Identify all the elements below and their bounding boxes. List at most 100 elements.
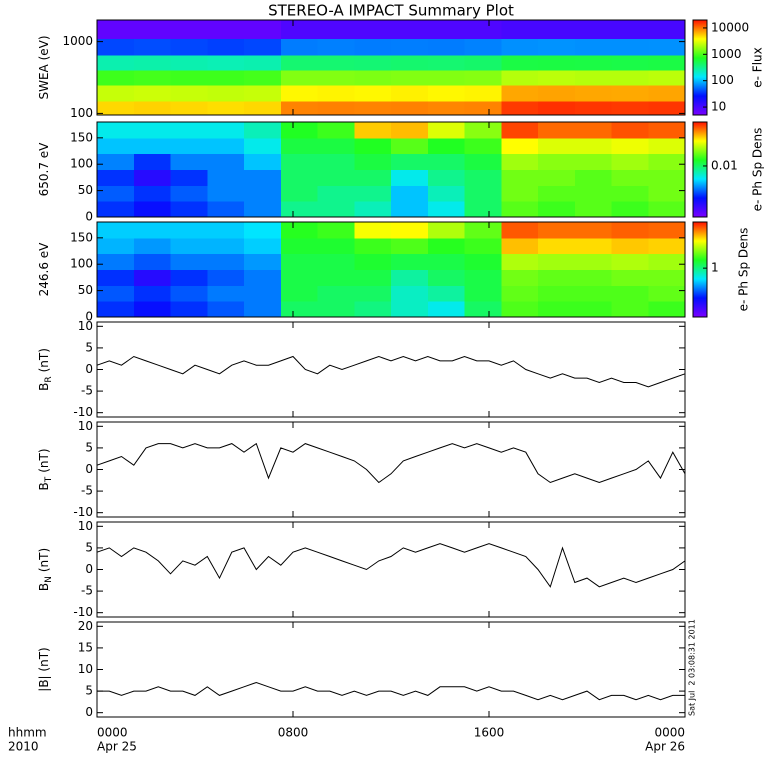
y-axis-label: BN (nT): [37, 548, 54, 591]
heatmap-cell: [354, 285, 392, 302]
heatmap-cell: [317, 55, 355, 71]
heatmap-cell: [648, 269, 686, 286]
data-line: [97, 681, 685, 701]
heatmap-cell: [574, 185, 612, 202]
heatmap-cell: [317, 237, 355, 255]
heatmap-cell: [648, 20, 686, 40]
heatmap-cell: [244, 137, 282, 155]
heatmap-cell: [501, 70, 539, 86]
heatmap-cell: [354, 169, 392, 186]
heatmap-cell: [207, 201, 245, 218]
y-label-main: 650.7 eV: [37, 142, 51, 197]
heatmap-cell: [354, 301, 392, 318]
heatmap-cell: [244, 55, 282, 71]
heatmap-cell: [97, 269, 135, 286]
panel-frame: [96, 521, 686, 618]
heatmap-cell: [133, 301, 171, 318]
heatmap-cell: [501, 285, 539, 302]
heatmap-cell: [133, 122, 171, 139]
heatmap-cell: [464, 84, 502, 102]
heatmap-cell: [133, 253, 171, 270]
heatmap-cell: [133, 222, 171, 239]
heatmap-cell: [611, 301, 649, 318]
heatmap-cell: [391, 269, 429, 286]
panel-frame: [96, 621, 686, 718]
colorbar: [692, 121, 708, 218]
heatmap-cell: [391, 100, 429, 116]
heatmap-cell: [427, 122, 465, 139]
heatmap-cell: [97, 70, 135, 86]
heatmap-cell: [427, 269, 465, 286]
heatmap-cell: [317, 301, 355, 318]
y-tick-label: 10: [78, 319, 93, 333]
heatmap-cell: [207, 153, 245, 170]
y-tick-label: -5: [81, 584, 93, 598]
heatmap-cell: [611, 84, 649, 102]
heatmap-cell: [611, 100, 649, 116]
y-tick-label: 100: [70, 257, 93, 271]
heatmap-cell: [207, 185, 245, 202]
heatmap-cell: [280, 153, 318, 170]
y-axis-label: 650.7 eV: [37, 142, 51, 197]
heatmap-cell: [391, 201, 429, 218]
heatmap-cell: [501, 301, 539, 318]
heatmap-cell: [280, 237, 318, 255]
y-tick-label: 150: [70, 230, 93, 244]
heatmap-cell: [648, 55, 686, 71]
heatmap-cell: [391, 222, 429, 239]
x-tick-label: 0800: [278, 726, 309, 740]
heatmap-cell: [244, 169, 282, 186]
panel-frame: [96, 421, 686, 518]
heatmap-cell: [427, 253, 465, 270]
heatmap-cell: [538, 169, 576, 186]
heatmap-cell: [427, 55, 465, 71]
y-tick-label: 150: [70, 130, 93, 144]
y-tick-label: 10: [78, 419, 93, 433]
heatmap-cell: [244, 237, 282, 255]
heatmap-cell: [574, 70, 612, 86]
heatmap-cell: [538, 20, 576, 40]
heatmap-cell: [133, 201, 171, 218]
heatmap-cell: [133, 269, 171, 286]
heatmap-cell: [354, 55, 392, 71]
heatmap-cell: [501, 169, 539, 186]
heatmap-cell: [244, 185, 282, 202]
heatmap-cell: [97, 153, 135, 170]
heatmap-cell: [574, 122, 612, 139]
heatmap-cell: [97, 122, 135, 139]
heatmap-cell: [611, 70, 649, 86]
timestamp: Sat Jul 2 03:08:31 2011: [688, 619, 697, 716]
heatmap-cell: [464, 55, 502, 71]
y-label-main: 246.6 eV: [37, 242, 51, 297]
heatmap-cell: [427, 20, 465, 40]
heatmap-cell: [427, 222, 465, 239]
heatmap-cell: [501, 222, 539, 239]
y-tick-label: 0: [85, 562, 93, 576]
heatmap-cell: [133, 137, 171, 155]
y-tick-label: -10: [73, 605, 93, 619]
heatmap-cell: [207, 122, 245, 139]
heatmap-cell: [538, 285, 576, 302]
heatmap-cell: [97, 137, 135, 155]
heatmap-cell: [538, 55, 576, 71]
colorbar-tick-label: 100: [711, 73, 734, 87]
heatmap-cell: [170, 55, 208, 71]
heatmap-cell: [427, 84, 465, 102]
heatmap-cell: [244, 222, 282, 239]
heatmap-cell: [574, 153, 612, 170]
heatmap-cell: [97, 185, 135, 202]
y-tick-label: 0: [85, 210, 93, 224]
heatmap-cell: [464, 122, 502, 139]
heatmap-cell: [501, 185, 539, 202]
heatmap-cell: [464, 137, 502, 155]
heatmap-cell: [244, 285, 282, 302]
heatmap-cell: [207, 269, 245, 286]
heatmap-cell: [244, 20, 282, 40]
heatmap-cell: [538, 253, 576, 270]
y-axis-label: |B| (nT): [37, 647, 51, 691]
heatmap-cell: [280, 301, 318, 318]
heatmap-cell: [501, 253, 539, 270]
heatmap-cell: [133, 70, 171, 86]
heatmap-cell: [574, 100, 612, 116]
